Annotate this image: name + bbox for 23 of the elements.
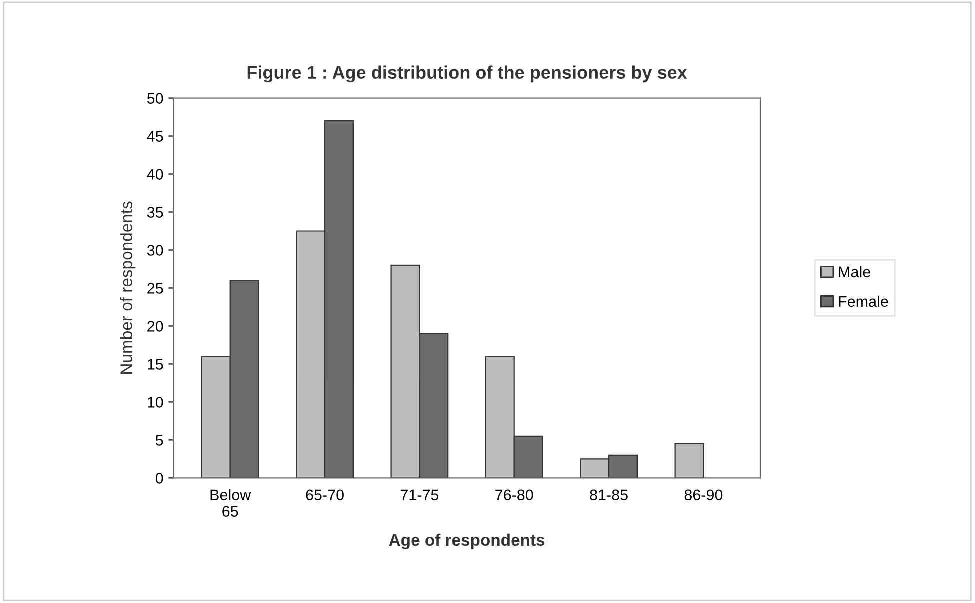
legend-label: Female [839,296,888,308]
y-tick-label: 0 [156,473,164,484]
y-tick-label: 45 [147,131,164,142]
x-tick-label: 71-75 [400,490,439,501]
y-axis-title: Number of respondents [120,202,136,374]
y-tick-label: 15 [148,359,164,370]
x-tick-label: 65-70 [306,490,344,501]
x-tick-label: 76-80 [496,490,534,501]
y-tick-label: 50 [147,93,164,104]
bar [674,443,704,478]
y-tick-label: 10 [148,397,164,408]
y-tick-label: 20 [148,321,164,332]
legend-label: Male [839,266,870,278]
y-tick-label: 40 [147,169,164,180]
x-tick-label: 86-90 [684,490,723,501]
y-tick-label: 35 [147,207,164,218]
y-tick-label: 5 [156,435,164,446]
x-tick-label: 81-85 [590,490,628,501]
y-tick-label: 25 [148,283,164,294]
x-axis-title: Age of respondents [389,534,545,550]
y-tick-label: 30 [147,245,164,256]
chart-title: Figure 1 : Age distribution of the pensioners by sex [248,66,688,83]
x-tick-label: Below 65 [210,489,252,517]
